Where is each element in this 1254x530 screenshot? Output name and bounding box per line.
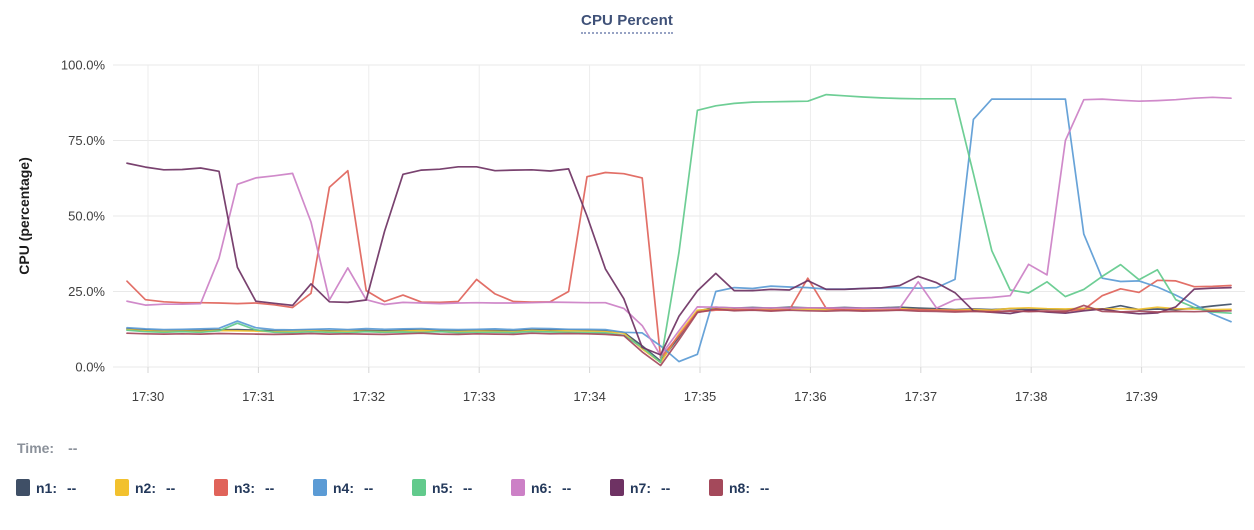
series-line-n4[interactable] <box>126 98 1232 363</box>
legend-swatch-n4 <box>313 479 327 496</box>
legend-item-n8: n8: -- <box>709 479 784 496</box>
legend-item-n3: n3: -- <box>214 479 289 496</box>
time-value: -- <box>68 440 78 456</box>
series-line-n5[interactable] <box>126 93 1232 364</box>
legend-swatch-n6 <box>511 479 525 496</box>
series-line-n2[interactable] <box>126 306 1232 364</box>
chart-title-wrap: CPU Percent <box>0 12 1254 34</box>
legend-value: -- <box>265 479 275 496</box>
legend-value: -- <box>562 479 572 496</box>
legend-swatch-n3 <box>214 479 228 496</box>
legend-item-n4: n4: -- <box>313 479 388 496</box>
legend-label: n7: <box>630 479 651 496</box>
y-tick-label: 100.0% <box>61 58 106 73</box>
legend-swatch-n5 <box>412 479 426 496</box>
legend-value: -- <box>364 479 374 496</box>
y-tick-label: 25.0% <box>68 284 105 299</box>
x-tick-label: 17:38 <box>1015 389 1048 404</box>
series-line-n7[interactable] <box>126 162 1232 356</box>
legend-label: n3: <box>234 479 255 496</box>
legend-item-n2: n2: -- <box>115 479 190 496</box>
legend-value: -- <box>166 479 176 496</box>
x-tick-label: 17:36 <box>794 389 827 404</box>
x-tick-label: 17:39 <box>1125 389 1158 404</box>
series-line-n8[interactable] <box>126 304 1232 367</box>
x-tick-label: 17:30 <box>132 389 165 404</box>
legend-value: -- <box>67 479 77 496</box>
x-tick-label: 17:34 <box>573 389 606 404</box>
time-label: Time: <box>17 440 55 456</box>
legend-swatch-n7 <box>610 479 624 496</box>
legend-swatch-n8 <box>709 479 723 496</box>
line-chart-plot-area[interactable]: 0.0% 25.0% 50.0% 75.0% 100.0% 17:30 17:31 17:32… <box>0 0 1254 430</box>
x-tick-label: 17:37 <box>905 389 938 404</box>
legend-swatch-n1 <box>16 479 30 496</box>
legend-value: -- <box>760 479 770 496</box>
chart-title[interactable]: CPU Percent <box>581 12 673 34</box>
series-line-n6[interactable] <box>126 96 1232 357</box>
legend-label: n8: <box>729 479 750 496</box>
y-tick-label: 75.0% <box>68 133 105 148</box>
legend-label: n5: <box>432 479 453 496</box>
x-tick-label: 17:32 <box>353 389 386 404</box>
legend-value: -- <box>661 479 671 496</box>
x-tick-label: 17:35 <box>684 389 717 404</box>
chart-legend: n1: -- n2: -- n3: -- n4: -- n5: -- n6: -- n7: -- n8: -- <box>16 479 1244 496</box>
legend-label: n6: <box>531 479 552 496</box>
legend-item-n1: n1: -- <box>16 479 91 496</box>
legend-label: n2: <box>135 479 156 496</box>
x-tick-label: 17:31 <box>242 389 275 404</box>
y-tick-label: 50.0% <box>68 209 105 224</box>
y-tick-label: 0.0% <box>75 360 105 375</box>
legend-label: n4: <box>333 479 354 496</box>
legend-item-n7: n7: -- <box>610 479 685 496</box>
legend-item-n5: n5: -- <box>412 479 487 496</box>
legend-value: -- <box>463 479 473 496</box>
x-tick-label: 17:33 <box>463 389 496 404</box>
legend-swatch-n2 <box>115 479 129 496</box>
legend-label: n1: <box>36 479 57 496</box>
legend-item-n6: n6: -- <box>511 479 586 496</box>
hover-time-readout: Time: -- <box>17 440 77 456</box>
